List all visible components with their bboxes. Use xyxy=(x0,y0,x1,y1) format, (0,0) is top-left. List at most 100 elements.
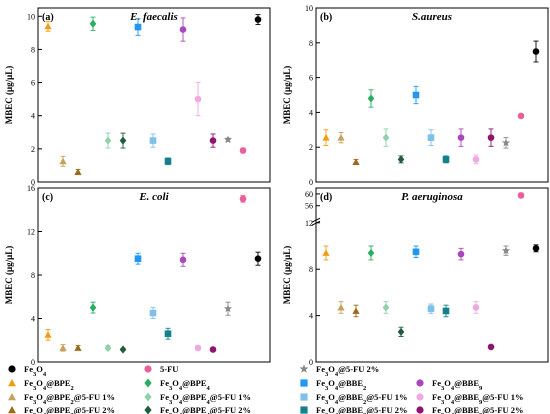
y-tick-label: 6 xyxy=(31,79,35,88)
legend-marker-fu5 xyxy=(144,365,152,373)
data-point-bbe2 xyxy=(412,91,420,99)
data-point-bpe2_1 xyxy=(59,344,67,351)
data-point-bbe2_2 xyxy=(442,156,450,163)
legend-label-bbe2_1: Fe3O4@BBE2@5-FU 1% xyxy=(316,392,407,406)
y-tick-label: 0 xyxy=(309,358,313,367)
data-point-bbe9 xyxy=(179,256,187,264)
data-point-bbe9_2 xyxy=(209,137,217,144)
data-point-bpe2_1 xyxy=(337,134,345,141)
y-tick-label: 12 xyxy=(305,219,313,228)
data-point-bbe9_1 xyxy=(472,156,480,163)
legend-marker-bpe2_2 xyxy=(8,406,16,414)
data-point-bpe4_2 xyxy=(397,327,405,336)
data-point-fu5 xyxy=(517,192,525,199)
legend-label-bbe9_2: Fe3O4@BBE9@5-FU 2% xyxy=(432,405,523,414)
y-tick-label: 4 xyxy=(31,112,35,121)
data-point-bpe4_1 xyxy=(104,343,112,352)
y-axis-label: MBEC (μg/μL) xyxy=(282,66,292,124)
y-axis-label: MBEC (μg/μL) xyxy=(282,246,292,304)
data-point-bbe2_2 xyxy=(164,330,172,338)
y-tick-label: 4 xyxy=(309,108,313,117)
panel-title: E. coli xyxy=(138,191,169,203)
panel-tag: (d) xyxy=(320,192,332,203)
data-point-bpe4_2 xyxy=(397,155,405,164)
legend-label-bbe2_2: Fe3O4@BBE2@5-FU 2% xyxy=(316,405,407,414)
data-point-bbe2_1 xyxy=(149,137,157,144)
data-point-bbe9_1 xyxy=(472,304,480,311)
legend-marker-bbe2_1 xyxy=(300,393,308,401)
data-point-bpe4 xyxy=(89,19,97,28)
data-point-bpe2_1 xyxy=(337,303,345,311)
data-point-fe3o4_5fu2 xyxy=(501,246,511,255)
panel-tag: (b) xyxy=(320,12,332,23)
data-point-bpe4 xyxy=(367,248,375,258)
y-tick-label: 12 xyxy=(27,228,35,237)
plot-frame xyxy=(37,7,271,183)
data-point-bpe4_1 xyxy=(382,303,390,312)
y-tick-label: 0 xyxy=(31,178,35,187)
data-point-bpe2 xyxy=(322,249,330,256)
data-point-bpe4_1 xyxy=(104,136,112,145)
data-point-bpe4 xyxy=(89,303,97,312)
data-point-bpe2 xyxy=(44,331,52,338)
y-tick-label: 10 xyxy=(27,12,35,21)
data-point-fe3o4_5fu2 xyxy=(501,138,511,147)
legend-marker-fe3o4_5fu2 xyxy=(299,364,309,373)
legend-label-bpe2_2: Fe3O4@BPE2@5-FU 2% xyxy=(24,405,115,414)
data-point-fe3o4_5fu2 xyxy=(223,135,233,144)
data-point-fe3o4 xyxy=(532,48,540,55)
data-point-bbe2_1 xyxy=(149,309,157,317)
data-point-fe3o4 xyxy=(532,245,540,252)
data-point-bbe9_2 xyxy=(487,343,495,351)
y-tick-label: 6 xyxy=(309,74,313,83)
legend-marker-bpe2_1 xyxy=(8,393,16,401)
y-tick-label: 4 xyxy=(309,312,313,321)
legend-label-bpe4: Fe3O4@BPE4 xyxy=(160,378,211,392)
data-point-bbe9 xyxy=(457,134,465,141)
panel-title: E. faecalis xyxy=(129,11,178,23)
y-tick-label: 8 xyxy=(309,39,313,48)
legend-marker-bbe9 xyxy=(416,379,424,387)
legend-marker-bbe9_1 xyxy=(416,393,424,401)
plot-frame xyxy=(315,7,549,183)
data-point-bbe2 xyxy=(412,248,420,256)
data-point-fu5 xyxy=(239,195,247,203)
legend-label-fe3o4_5fu2: Fe3O4@5-FU 2% xyxy=(316,364,379,378)
data-point-fe3o4 xyxy=(254,16,262,23)
legend: Fe3O4 5-FU Fe3O4@5-FU 2%Fe3O4@BPE2 Fe3O4@BP… xyxy=(8,364,523,414)
y-tick-label: 2 xyxy=(31,145,35,154)
plot-frame xyxy=(37,187,271,363)
y-tick-label: 60 xyxy=(305,190,313,199)
panel-tag: (c) xyxy=(42,192,53,203)
y-tick-label: 4 xyxy=(31,315,35,324)
legend-marker-bpe2 xyxy=(8,379,16,387)
data-point-bpe2_1 xyxy=(59,157,67,165)
data-point-bbe9_1 xyxy=(194,95,202,103)
data-point-bpe2_2 xyxy=(74,168,82,176)
y-tick-label: 10 xyxy=(305,4,313,13)
panel-title: P. aeruginosa xyxy=(401,191,463,203)
data-point-bpe4_2 xyxy=(119,345,127,354)
data-point-bbe2_2 xyxy=(442,307,450,315)
data-point-bbe9 xyxy=(457,250,465,258)
legend-label-fu5: 5-FU xyxy=(160,364,178,374)
data-point-bpe2 xyxy=(44,22,52,30)
data-point-bbe9_1 xyxy=(194,344,202,352)
legend-marker-bbe9_2 xyxy=(416,406,424,414)
legend-label-bpe2: Fe3O4@BPE2 xyxy=(24,378,74,392)
panel-tag: (a) xyxy=(42,12,54,23)
y-axis-label: MBEC (μg/μL) xyxy=(4,246,14,304)
data-point-bpe2 xyxy=(322,134,330,141)
legend-label-bbe2: Fe3O4@BBE2 xyxy=(316,378,366,392)
data-point-bpe2_2 xyxy=(352,158,360,165)
legend-marker-bbe2_2 xyxy=(300,406,308,414)
data-point-bbe2_1 xyxy=(427,305,435,312)
legend-marker-fe3o4 xyxy=(8,365,16,373)
data-point-bbe2_1 xyxy=(427,134,435,141)
legend-label-bpe2_1: Fe3O4@BPE2@5-FU 1% xyxy=(24,392,115,406)
y-tick-label: 56 xyxy=(305,202,313,211)
y-tick-label: 16 xyxy=(27,184,35,193)
y-tick-label: 2 xyxy=(309,143,313,152)
y-tick-label: 0 xyxy=(309,178,313,187)
